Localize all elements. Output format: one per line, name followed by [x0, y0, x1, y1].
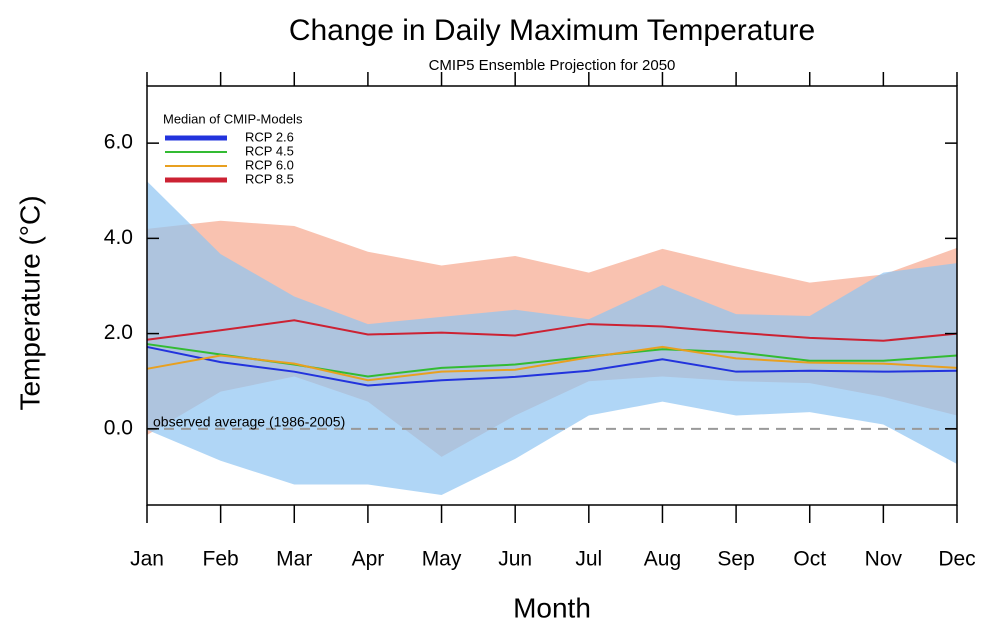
range-band	[147, 181, 957, 496]
x-tick-label: Jun	[498, 548, 532, 571]
x-tick-label: Apr	[352, 548, 385, 571]
legend-label: RCP 8.5	[245, 171, 294, 186]
x-tick-label: May	[422, 548, 462, 571]
x-tick-label: Nov	[865, 548, 903, 571]
chart-title: Change in Daily Maximum Temperature	[289, 14, 815, 47]
x-tick-label: Aug	[644, 548, 681, 571]
x-tick-label: Oct	[793, 548, 826, 571]
x-tick-label: Jul	[575, 548, 602, 571]
x-tick-label: Mar	[276, 548, 312, 571]
x-axis-label: Month	[513, 592, 591, 623]
x-tick-label: Feb	[203, 548, 239, 571]
series-line	[146, 345, 958, 382]
series-line	[146, 345, 958, 387]
x-tick-label: Dec	[938, 548, 975, 571]
y-tick-label: 0.0	[104, 416, 133, 439]
legend-label: RCP 6.0	[245, 157, 294, 172]
legend-label: RCP 4.5	[245, 143, 294, 158]
y-axis-label: Temperature (°C)	[14, 195, 45, 410]
legend-title: Median of CMIP-Models	[163, 111, 303, 126]
annotation: observed average (1986-2005)	[153, 414, 345, 430]
chart-subtitle: CMIP5 Ensemble Projection for 2050	[429, 57, 676, 74]
y-tick-label: 2.0	[104, 321, 133, 344]
y-tick-label: 6.0	[104, 131, 133, 154]
x-tick-label: Jan	[130, 548, 164, 571]
series-line	[146, 319, 958, 342]
y-tick-label: 4.0	[104, 226, 133, 249]
legend-label: RCP 2.6	[245, 129, 294, 144]
plot-frame	[146, 85, 958, 506]
x-tick-label: Sep	[717, 548, 754, 571]
